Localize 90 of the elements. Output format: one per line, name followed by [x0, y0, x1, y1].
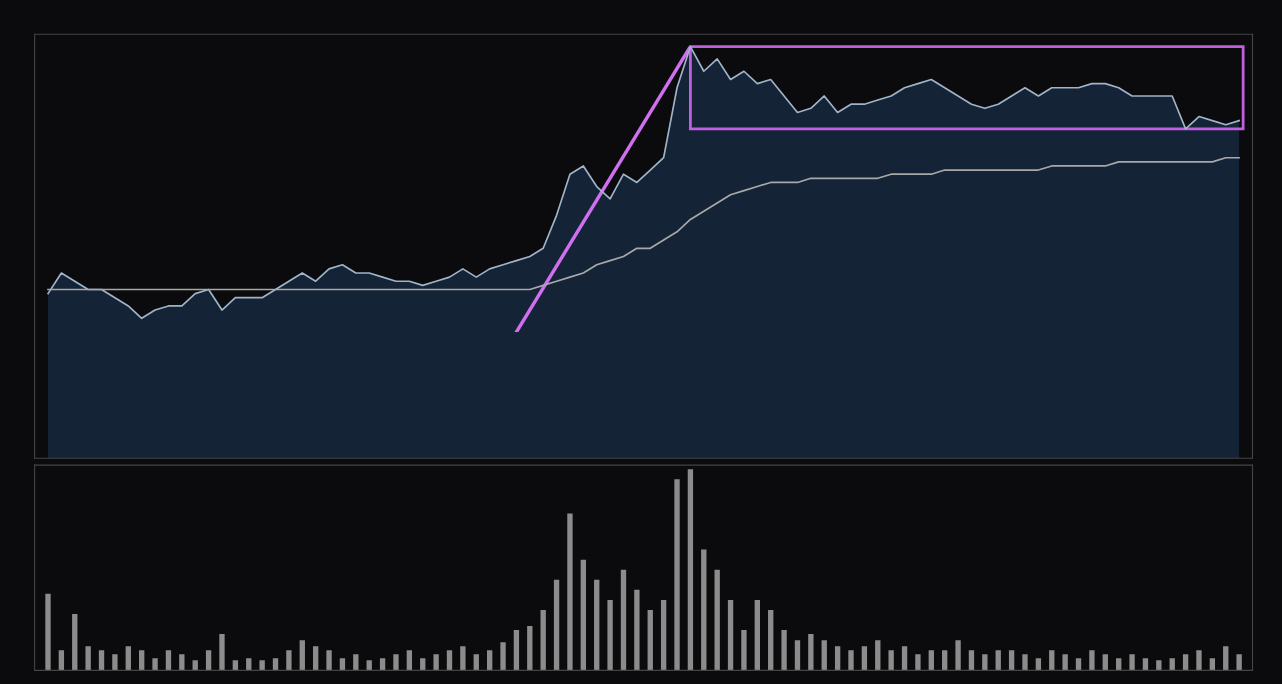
bar [513, 630, 520, 671]
bar [928, 650, 934, 671]
bar [98, 650, 105, 671]
bar [955, 640, 961, 671]
bar [272, 658, 279, 671]
bar [888, 650, 894, 671]
bar [165, 650, 172, 671]
bar [1209, 658, 1216, 671]
bar [152, 658, 158, 671]
bar [219, 634, 225, 671]
bar [72, 613, 78, 671]
bar [660, 599, 667, 671]
bar [848, 650, 854, 671]
bar [1182, 654, 1189, 671]
bar [393, 654, 399, 671]
bar [1236, 654, 1242, 671]
bar [1062, 654, 1068, 671]
bar [1223, 646, 1229, 671]
bar [995, 650, 1001, 671]
bar [460, 646, 466, 671]
bar [192, 660, 198, 671]
bar [768, 609, 774, 671]
bar [674, 479, 680, 671]
bar [942, 650, 948, 671]
bar [446, 650, 453, 671]
bar [781, 630, 787, 671]
bar [1169, 658, 1175, 671]
bar [420, 658, 426, 671]
bar [701, 549, 707, 671]
bar [647, 609, 653, 671]
bar [179, 654, 185, 671]
bar [1022, 654, 1028, 671]
bar [232, 660, 239, 671]
bar [246, 658, 252, 671]
bar [754, 599, 760, 671]
bar [727, 599, 734, 671]
bar [312, 646, 319, 671]
bar [620, 569, 627, 671]
bar [1102, 654, 1108, 671]
bar [607, 599, 613, 671]
bar [139, 650, 145, 671]
bar [58, 650, 65, 671]
bar [915, 654, 921, 671]
bar [205, 650, 212, 671]
bar [861, 646, 868, 671]
bar [339, 658, 346, 671]
bar [1075, 658, 1082, 671]
bar [286, 650, 292, 671]
bar [567, 513, 573, 671]
bar [1049, 650, 1055, 671]
bar [553, 579, 560, 671]
bar [326, 650, 332, 671]
bar [366, 660, 372, 671]
bar [808, 634, 814, 671]
bar [1196, 650, 1202, 671]
bar [741, 630, 747, 671]
bar [1129, 654, 1135, 671]
bar [1142, 658, 1149, 671]
bar [45, 593, 51, 671]
bar [594, 579, 600, 671]
bar [901, 646, 908, 671]
bar [968, 650, 975, 671]
bar [527, 626, 533, 671]
bar [580, 559, 587, 671]
bar [1008, 650, 1015, 671]
bar [299, 640, 305, 671]
bar [1035, 658, 1042, 671]
bar [406, 650, 413, 671]
bar [379, 658, 386, 671]
bar [1116, 658, 1122, 671]
bar [125, 646, 131, 671]
bar [821, 640, 827, 671]
bar [433, 654, 439, 671]
bar [794, 640, 801, 671]
bar [834, 646, 841, 671]
bar [259, 660, 265, 671]
bar [353, 654, 359, 671]
bar [714, 569, 720, 671]
bar [875, 640, 881, 671]
bar [1089, 650, 1095, 671]
bar [473, 654, 479, 671]
bar [112, 654, 118, 671]
bar [540, 609, 546, 671]
bar [486, 650, 493, 671]
bar [500, 642, 506, 671]
bar [687, 469, 694, 671]
bar [634, 589, 640, 671]
bar [982, 654, 988, 671]
bar [85, 646, 91, 671]
bar [1156, 660, 1162, 671]
